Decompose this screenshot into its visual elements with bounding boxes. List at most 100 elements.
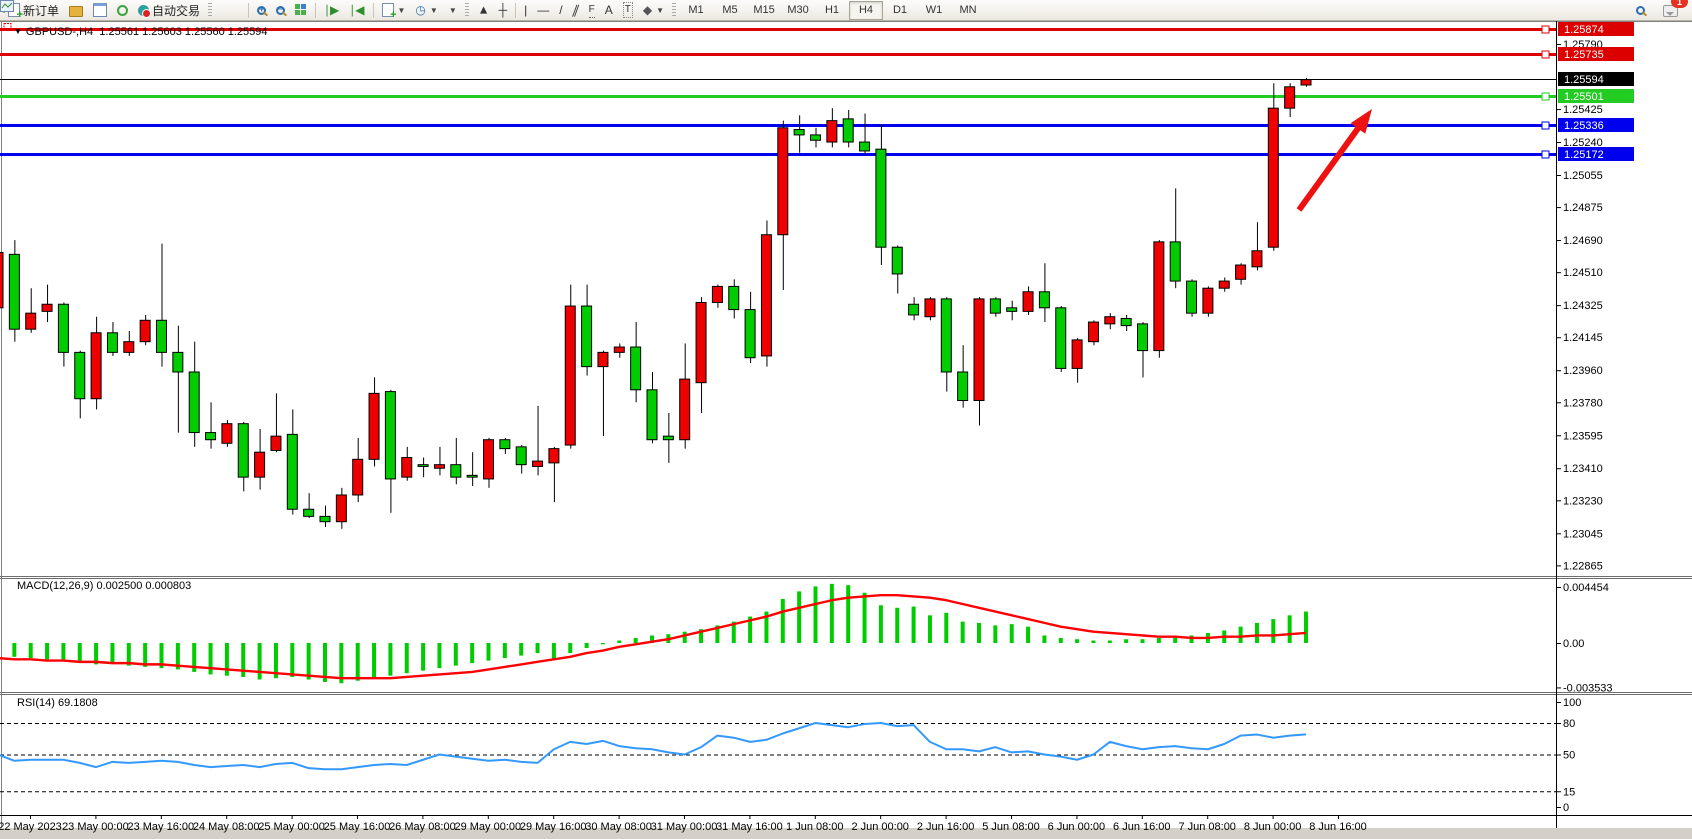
- timeframe-m15-button[interactable]: M15: [753, 4, 775, 16]
- cursor-tool-button[interactable]: ►: [472, 0, 494, 20]
- toolbar-drag-handle2[interactable]: [464, 2, 469, 18]
- new-window-button[interactable]: [88, 0, 112, 20]
- zoom-in-icon: +: [257, 3, 267, 15]
- zoom-in-button[interactable]: +: [252, 0, 271, 20]
- candle-bull: [1153, 241, 1165, 352]
- level-price-tag: [1558, 118, 1634, 132]
- candle-bear: [106, 332, 118, 353]
- candle-bear: [957, 371, 969, 402]
- candle-bear: [466, 474, 478, 478]
- crosshair-tool-button[interactable]: ┼: [494, 0, 513, 20]
- indicators-button[interactable]: ▼: [377, 0, 411, 21]
- channel-tool[interactable]: ∥: [568, 0, 584, 20]
- time-label: 8 Jun 00:00: [1244, 821, 1302, 833]
- toolbar-drag-handle3[interactable]: [672, 2, 677, 18]
- candle-bear: [57, 303, 69, 353]
- window-icon: [93, 3, 108, 17]
- timeframe-w1-button[interactable]: W1: [925, 4, 943, 16]
- line-selection-marker-left[interactable]: [3, 23, 12, 31]
- time-label: 29 May 16:00: [520, 821, 587, 833]
- new-order-button[interactable]: 新订单: [3, 0, 64, 21]
- periods-button[interactable]: ◷ ▼: [410, 0, 442, 20]
- time-label: 30 May 08:00: [585, 821, 652, 833]
- rsi-indicator-label: RSI(14) 69.1808: [17, 697, 98, 709]
- timeframe-d1-button[interactable]: D1: [892, 4, 908, 16]
- time-label: 1 Jun 08:00: [786, 821, 844, 833]
- candle-bear: [891, 246, 903, 275]
- candle-bull: [1202, 287, 1214, 314]
- candle-bear: [744, 309, 756, 359]
- time-label: 6 Jun 16:00: [1113, 821, 1171, 833]
- bar-chart-button[interactable]: [0, 0, 225, 20]
- candle-bull: [924, 298, 936, 318]
- candle-bull: [760, 234, 772, 357]
- line-selection-marker[interactable]: [1541, 25, 1550, 34]
- notifications-button[interactable]: 1: [1658, 0, 1688, 20]
- vertical-line-tool[interactable]: |: [519, 0, 532, 20]
- chart-title[interactable]: ▼ GBPUSD-,H4 1.25561 1.25603 1.25560 1.25…: [14, 26, 268, 38]
- tile-windows-button[interactable]: [290, 0, 312, 20]
- rsi-tick-label: 100: [1563, 697, 1581, 709]
- fibonacci-tool[interactable]: F: [584, 0, 600, 20]
- vertical-line-icon: |: [524, 3, 528, 17]
- text-tool[interactable]: A: [600, 0, 618, 20]
- candle-bear: [875, 148, 887, 248]
- candle-bear: [1055, 307, 1067, 369]
- notification-badge: 1: [1671, 0, 1688, 8]
- candle-bull: [597, 351, 609, 368]
- trendline-tool[interactable]: /: [554, 0, 567, 20]
- search-button[interactable]: [1631, 0, 1650, 20]
- templates-button[interactable]: ▼: [0, 0, 462, 20]
- zoom-out-button[interactable]: −: [271, 0, 290, 20]
- timeframe-h1-button[interactable]: H1: [824, 4, 840, 16]
- rsi-tick-label: 80: [1563, 718, 1575, 730]
- arrows-tool[interactable]: ◆ ▼: [638, 0, 669, 20]
- trend-arrow-head[interactable]: [1350, 109, 1372, 134]
- symbol-dropdown-icon: ▼: [14, 27, 22, 36]
- candle-bear: [156, 319, 167, 353]
- price-tag-label: 1.25874: [1564, 24, 1604, 36]
- auto-scroll-button[interactable]: ∣▶: [319, 0, 344, 20]
- line-chart-button[interactable]: [0, 0, 245, 20]
- price-tick-label: 1.24875: [1563, 202, 1603, 214]
- time-label: 5 Jun 08:00: [982, 821, 1040, 833]
- chart-shift-button[interactable]: ∣◀: [344, 0, 369, 20]
- autotrading-button[interactable]: 自动交易: [133, 0, 205, 20]
- trend-arrow-shaft[interactable]: [1296, 121, 1364, 212]
- arrows-icon: ◆: [642, 3, 653, 17]
- autotrading-icon: [138, 4, 152, 18]
- equidistant-channel-icon: ∥: [570, 3, 582, 17]
- time-label: 25 May 16:00: [324, 821, 391, 833]
- main-toolbar: 新订单 自动交易 + − ∣▶ ∣◀ ▼ ◷▼ ▼ ► ┼ | — / ∥ F …: [0, 0, 1692, 21]
- candle-bear: [989, 298, 1001, 314]
- tile-windows-icon: [295, 4, 307, 16]
- signal-button[interactable]: [112, 0, 133, 20]
- rsi-tick-label: 15: [1563, 786, 1575, 798]
- macd-tick-label: -0.003533: [1563, 682, 1613, 694]
- line-selection-marker[interactable]: [1541, 121, 1550, 130]
- price-tick-label: 1.23230: [1563, 495, 1603, 507]
- search-icon: [1636, 5, 1645, 15]
- candle-bull: [1218, 280, 1230, 289]
- package-button[interactable]: [64, 0, 88, 20]
- candle-bull: [564, 305, 576, 446]
- candle-bull: [221, 423, 233, 444]
- window-bottom-edge: [0, 828, 1692, 839]
- timeframe-m5-button[interactable]: M5: [722, 4, 738, 16]
- text-label-tool[interactable]: T: [618, 0, 638, 20]
- line-selection-marker[interactable]: [1541, 50, 1550, 59]
- candlestick-chart-button[interactable]: [1, 0, 235, 20]
- price-tag-label: 1.25336: [1564, 120, 1604, 132]
- candle-bull: [270, 435, 282, 451]
- price-tag-label: 1.25172: [1564, 149, 1604, 161]
- timeframe-mn-button[interactable]: MN: [959, 4, 977, 16]
- toolbar-drag-handle[interactable]: [208, 2, 213, 18]
- line-selection-marker[interactable]: [1541, 150, 1550, 159]
- line-selection-marker[interactable]: [1541, 92, 1550, 101]
- cursor-icon: ►: [475, 4, 490, 16]
- timeframe-m30-button[interactable]: M30: [787, 4, 809, 16]
- timeframe-m1-button[interactable]: M1: [688, 4, 704, 16]
- horizontal-line-tool[interactable]: —: [532, 0, 554, 20]
- timeframe-h4-button[interactable]: H4: [849, 0, 884, 20]
